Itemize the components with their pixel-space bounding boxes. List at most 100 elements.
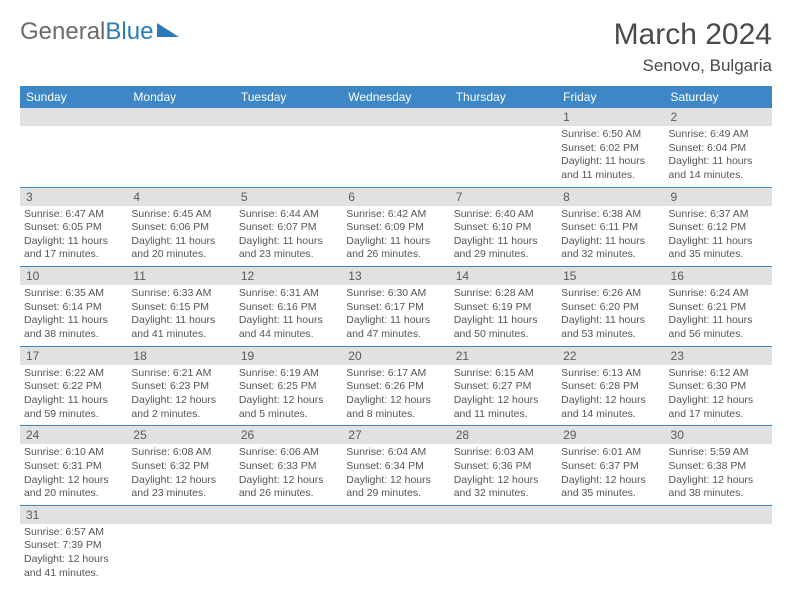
day-detail	[665, 524, 772, 574]
day-number: 4	[127, 188, 234, 206]
day-detail	[127, 524, 234, 574]
calendar-cell: 18Sunrise: 6:21 AMSunset: 6:23 PMDayligh…	[127, 346, 234, 426]
day-number: 15	[557, 267, 664, 285]
day-number	[235, 506, 342, 524]
calendar-cell: 4Sunrise: 6:45 AMSunset: 6:06 PMDaylight…	[127, 187, 234, 267]
calendar-cell: 2Sunrise: 6:49 AMSunset: 6:04 PMDaylight…	[665, 108, 772, 187]
calendar-cell: 21Sunrise: 6:15 AMSunset: 6:27 PMDayligh…	[450, 346, 557, 426]
weekday-header: Friday	[557, 86, 664, 108]
day-number: 17	[20, 347, 127, 365]
calendar-cell: 8Sunrise: 6:38 AMSunset: 6:11 PMDaylight…	[557, 187, 664, 267]
day-number	[235, 108, 342, 126]
calendar-week: 1Sunrise: 6:50 AMSunset: 6:02 PMDaylight…	[20, 108, 772, 187]
day-number: 14	[450, 267, 557, 285]
calendar-cell	[450, 505, 557, 584]
calendar-cell	[342, 505, 449, 584]
calendar-cell: 13Sunrise: 6:30 AMSunset: 6:17 PMDayligh…	[342, 267, 449, 347]
calendar-cell: 1Sunrise: 6:50 AMSunset: 6:02 PMDaylight…	[557, 108, 664, 187]
day-number: 2	[665, 108, 772, 126]
weekday-header: Tuesday	[235, 86, 342, 108]
day-detail: Sunrise: 6:35 AMSunset: 6:14 PMDaylight:…	[20, 285, 127, 346]
calendar-cell: 9Sunrise: 6:37 AMSunset: 6:12 PMDaylight…	[665, 187, 772, 267]
day-detail	[20, 126, 127, 176]
calendar-cell: 3Sunrise: 6:47 AMSunset: 6:05 PMDaylight…	[20, 187, 127, 267]
day-number: 3	[20, 188, 127, 206]
calendar-week: 10Sunrise: 6:35 AMSunset: 6:14 PMDayligh…	[20, 267, 772, 347]
calendar-cell: 5Sunrise: 6:44 AMSunset: 6:07 PMDaylight…	[235, 187, 342, 267]
day-number: 16	[665, 267, 772, 285]
day-detail: Sunrise: 5:59 AMSunset: 6:38 PMDaylight:…	[665, 444, 772, 505]
day-detail	[127, 126, 234, 176]
day-number: 29	[557, 426, 664, 444]
day-detail: Sunrise: 6:08 AMSunset: 6:32 PMDaylight:…	[127, 444, 234, 505]
day-number: 26	[235, 426, 342, 444]
day-number	[450, 108, 557, 126]
day-detail: Sunrise: 6:49 AMSunset: 6:04 PMDaylight:…	[665, 126, 772, 187]
day-detail: Sunrise: 6:15 AMSunset: 6:27 PMDaylight:…	[450, 365, 557, 426]
day-detail	[235, 524, 342, 574]
calendar-cell: 12Sunrise: 6:31 AMSunset: 6:16 PMDayligh…	[235, 267, 342, 347]
calendar-table: SundayMondayTuesdayWednesdayThursdayFrid…	[20, 86, 772, 584]
day-number: 1	[557, 108, 664, 126]
calendar-cell	[665, 505, 772, 584]
day-number: 30	[665, 426, 772, 444]
day-number: 20	[342, 347, 449, 365]
calendar-cell: 20Sunrise: 6:17 AMSunset: 6:26 PMDayligh…	[342, 346, 449, 426]
day-number: 28	[450, 426, 557, 444]
calendar-week: 17Sunrise: 6:22 AMSunset: 6:22 PMDayligh…	[20, 346, 772, 426]
calendar-cell	[342, 108, 449, 187]
day-detail	[450, 524, 557, 574]
day-detail	[557, 524, 664, 574]
calendar-cell	[450, 108, 557, 187]
calendar-body: 1Sunrise: 6:50 AMSunset: 6:02 PMDaylight…	[20, 108, 772, 584]
calendar-cell	[127, 108, 234, 187]
day-detail: Sunrise: 6:42 AMSunset: 6:09 PMDaylight:…	[342, 206, 449, 267]
day-detail: Sunrise: 6:03 AMSunset: 6:36 PMDaylight:…	[450, 444, 557, 505]
calendar-cell: 15Sunrise: 6:26 AMSunset: 6:20 PMDayligh…	[557, 267, 664, 347]
day-detail: Sunrise: 6:44 AMSunset: 6:07 PMDaylight:…	[235, 206, 342, 267]
day-detail: Sunrise: 6:10 AMSunset: 6:31 PMDaylight:…	[20, 444, 127, 505]
day-number: 11	[127, 267, 234, 285]
calendar-cell	[235, 505, 342, 584]
day-number: 18	[127, 347, 234, 365]
weekday-header-row: SundayMondayTuesdayWednesdayThursdayFrid…	[20, 86, 772, 108]
day-detail: Sunrise: 6:21 AMSunset: 6:23 PMDaylight:…	[127, 365, 234, 426]
day-number: 13	[342, 267, 449, 285]
calendar-cell: 22Sunrise: 6:13 AMSunset: 6:28 PMDayligh…	[557, 346, 664, 426]
day-detail: Sunrise: 6:33 AMSunset: 6:15 PMDaylight:…	[127, 285, 234, 346]
day-detail: Sunrise: 6:01 AMSunset: 6:37 PMDaylight:…	[557, 444, 664, 505]
calendar-cell: 30Sunrise: 5:59 AMSunset: 6:38 PMDayligh…	[665, 426, 772, 506]
calendar-cell: 23Sunrise: 6:12 AMSunset: 6:30 PMDayligh…	[665, 346, 772, 426]
calendar-cell: 19Sunrise: 6:19 AMSunset: 6:25 PMDayligh…	[235, 346, 342, 426]
day-detail	[235, 126, 342, 176]
day-detail: Sunrise: 6:12 AMSunset: 6:30 PMDaylight:…	[665, 365, 772, 426]
day-detail: Sunrise: 6:37 AMSunset: 6:12 PMDaylight:…	[665, 206, 772, 267]
day-detail: Sunrise: 6:22 AMSunset: 6:22 PMDaylight:…	[20, 365, 127, 426]
day-number	[342, 108, 449, 126]
title-block: March 2024 Senovo, Bulgaria	[614, 18, 772, 76]
month-title: March 2024	[614, 18, 772, 52]
day-number: 31	[20, 506, 127, 524]
calendar-week: 3Sunrise: 6:47 AMSunset: 6:05 PMDaylight…	[20, 187, 772, 267]
calendar-cell: 28Sunrise: 6:03 AMSunset: 6:36 PMDayligh…	[450, 426, 557, 506]
calendar-cell: 6Sunrise: 6:42 AMSunset: 6:09 PMDaylight…	[342, 187, 449, 267]
calendar-cell	[20, 108, 127, 187]
day-detail	[342, 126, 449, 176]
weekday-header: Sunday	[20, 86, 127, 108]
day-number	[127, 108, 234, 126]
day-detail: Sunrise: 6:28 AMSunset: 6:19 PMDaylight:…	[450, 285, 557, 346]
calendar-cell: 10Sunrise: 6:35 AMSunset: 6:14 PMDayligh…	[20, 267, 127, 347]
calendar-cell: 27Sunrise: 6:04 AMSunset: 6:34 PMDayligh…	[342, 426, 449, 506]
calendar-cell: 14Sunrise: 6:28 AMSunset: 6:19 PMDayligh…	[450, 267, 557, 347]
day-detail: Sunrise: 6:04 AMSunset: 6:34 PMDaylight:…	[342, 444, 449, 505]
header: GeneralBlue March 2024 Senovo, Bulgaria	[20, 18, 772, 76]
day-number: 9	[665, 188, 772, 206]
calendar-cell: 11Sunrise: 6:33 AMSunset: 6:15 PMDayligh…	[127, 267, 234, 347]
calendar-week: 31Sunrise: 6:57 AMSunset: 7:39 PMDayligh…	[20, 505, 772, 584]
day-detail: Sunrise: 6:13 AMSunset: 6:28 PMDaylight:…	[557, 365, 664, 426]
day-detail: Sunrise: 6:40 AMSunset: 6:10 PMDaylight:…	[450, 206, 557, 267]
day-number	[20, 108, 127, 126]
day-number	[450, 506, 557, 524]
calendar-cell: 25Sunrise: 6:08 AMSunset: 6:32 PMDayligh…	[127, 426, 234, 506]
day-number: 8	[557, 188, 664, 206]
